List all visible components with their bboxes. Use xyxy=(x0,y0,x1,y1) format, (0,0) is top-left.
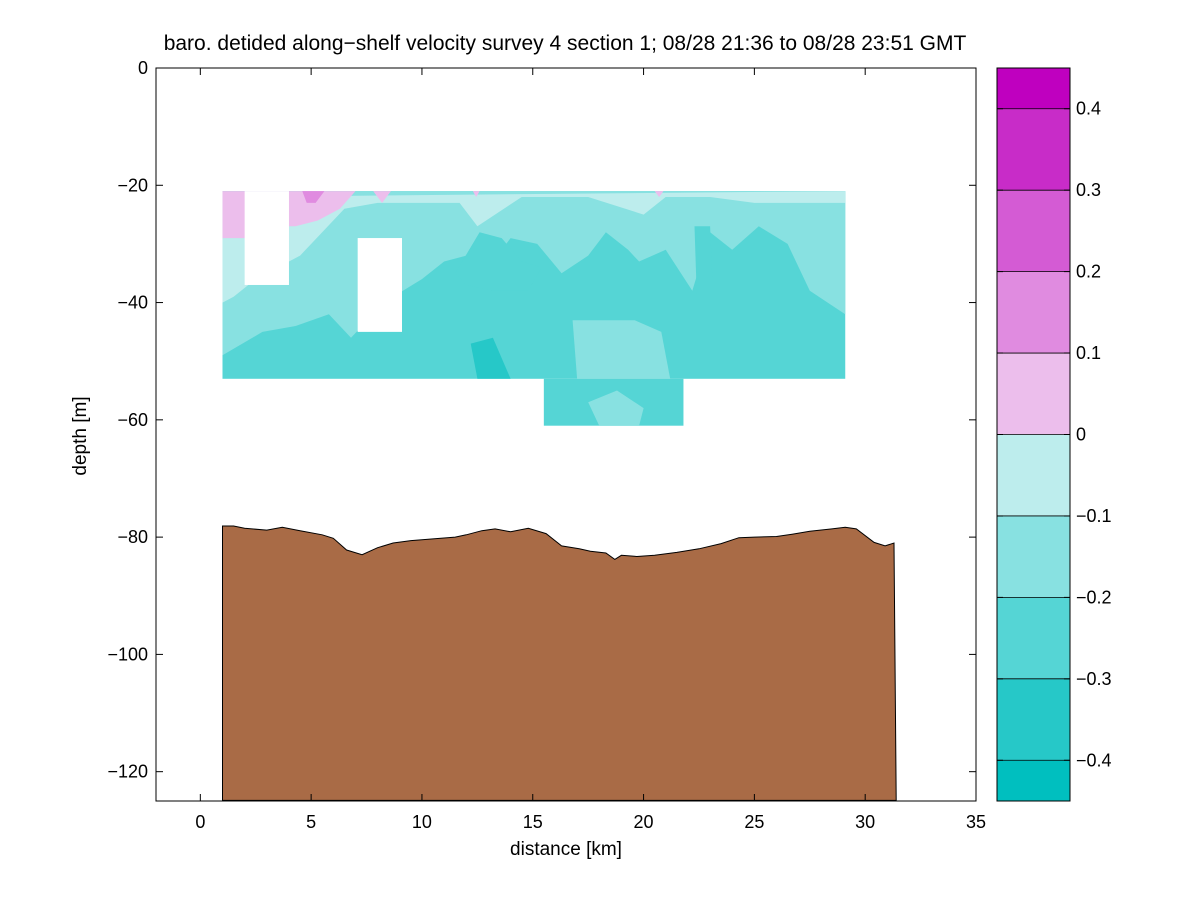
contour-patch xyxy=(654,191,664,197)
contour-patch xyxy=(373,191,391,203)
colorbar-band xyxy=(997,434,1070,516)
data-gap xyxy=(357,238,402,332)
y-axis-label: depth [m] xyxy=(70,396,91,475)
colorbar-tick-label: 0.2 xyxy=(1076,262,1101,282)
y-tick-label: 0 xyxy=(138,58,148,78)
contour-patch xyxy=(470,337,511,379)
colorbar-band xyxy=(997,597,1070,679)
x-tick-label: 35 xyxy=(966,812,986,832)
x-tick-label: 30 xyxy=(855,812,875,832)
y-tick-label: −60 xyxy=(117,410,148,430)
y-tick-label: −20 xyxy=(117,175,148,195)
colorbar-band xyxy=(997,108,1070,191)
colorbar-tick-label: 0.4 xyxy=(1076,99,1101,119)
x-axis-ticks: 0 5 10 15 20 25 30 35 xyxy=(195,68,986,832)
data-gap xyxy=(244,191,289,285)
contour-patch xyxy=(302,191,325,203)
colorbar-tick-label: −0.2 xyxy=(1076,587,1112,607)
colorbar-tick-label: −0.4 xyxy=(1076,750,1112,770)
x-tick-label: 20 xyxy=(634,812,654,832)
x-tick-label: 10 xyxy=(412,812,432,832)
x-tick-label: 25 xyxy=(744,812,764,832)
x-axis-label: distance [km] xyxy=(510,839,622,860)
y-tick-label: −100 xyxy=(107,644,148,664)
seafloor-polygon xyxy=(222,525,897,801)
colorbar-band xyxy=(997,353,1070,435)
colorbar-tick-label: −0.3 xyxy=(1076,669,1112,689)
colorbar-band xyxy=(997,760,1070,801)
x-tick-label: 15 xyxy=(523,812,543,832)
colorbar-tick-label: 0.3 xyxy=(1076,180,1101,200)
colorbar-band xyxy=(997,68,1070,109)
y-tick-label: −80 xyxy=(117,527,148,547)
y-axis-ticks: 0 −20 −40 −60 −80 −100 −120 xyxy=(107,58,976,782)
plot-frame xyxy=(155,67,977,802)
colorbar-band xyxy=(997,190,1070,272)
colorbar-tick-label: 0 xyxy=(1076,425,1086,445)
y-tick-label: −40 xyxy=(117,293,148,313)
y-tick-label: −120 xyxy=(107,762,148,782)
colorbar-band xyxy=(997,678,1070,761)
colorbar-band xyxy=(997,271,1070,354)
velocity-field xyxy=(222,191,846,426)
seafloor xyxy=(222,525,897,801)
contour-patch xyxy=(472,191,480,197)
contour-patch xyxy=(455,232,542,291)
contour-patch xyxy=(694,226,713,297)
colorbar-band xyxy=(997,515,1070,598)
colorbar-tick-label: −0.1 xyxy=(1076,506,1112,526)
contour-patch xyxy=(572,320,671,379)
colorbar: 0.4 0.3 0.2 0.1 0 −0.1 −0.2 −0.3 −0.4 xyxy=(996,67,1112,802)
x-tick-label: 0 xyxy=(195,812,205,832)
plot-area: 0 5 10 15 20 25 30 35 0 −20 −40 −60 −80 −100 −120 xyxy=(107,58,986,832)
x-tick-label: 5 xyxy=(306,812,316,832)
chart-title: baro. detided along−shelf velocity surve… xyxy=(164,32,967,55)
colorbar-tick-label: 0.1 xyxy=(1076,343,1101,363)
contour-patch xyxy=(588,390,644,426)
contour-patch xyxy=(222,191,846,356)
